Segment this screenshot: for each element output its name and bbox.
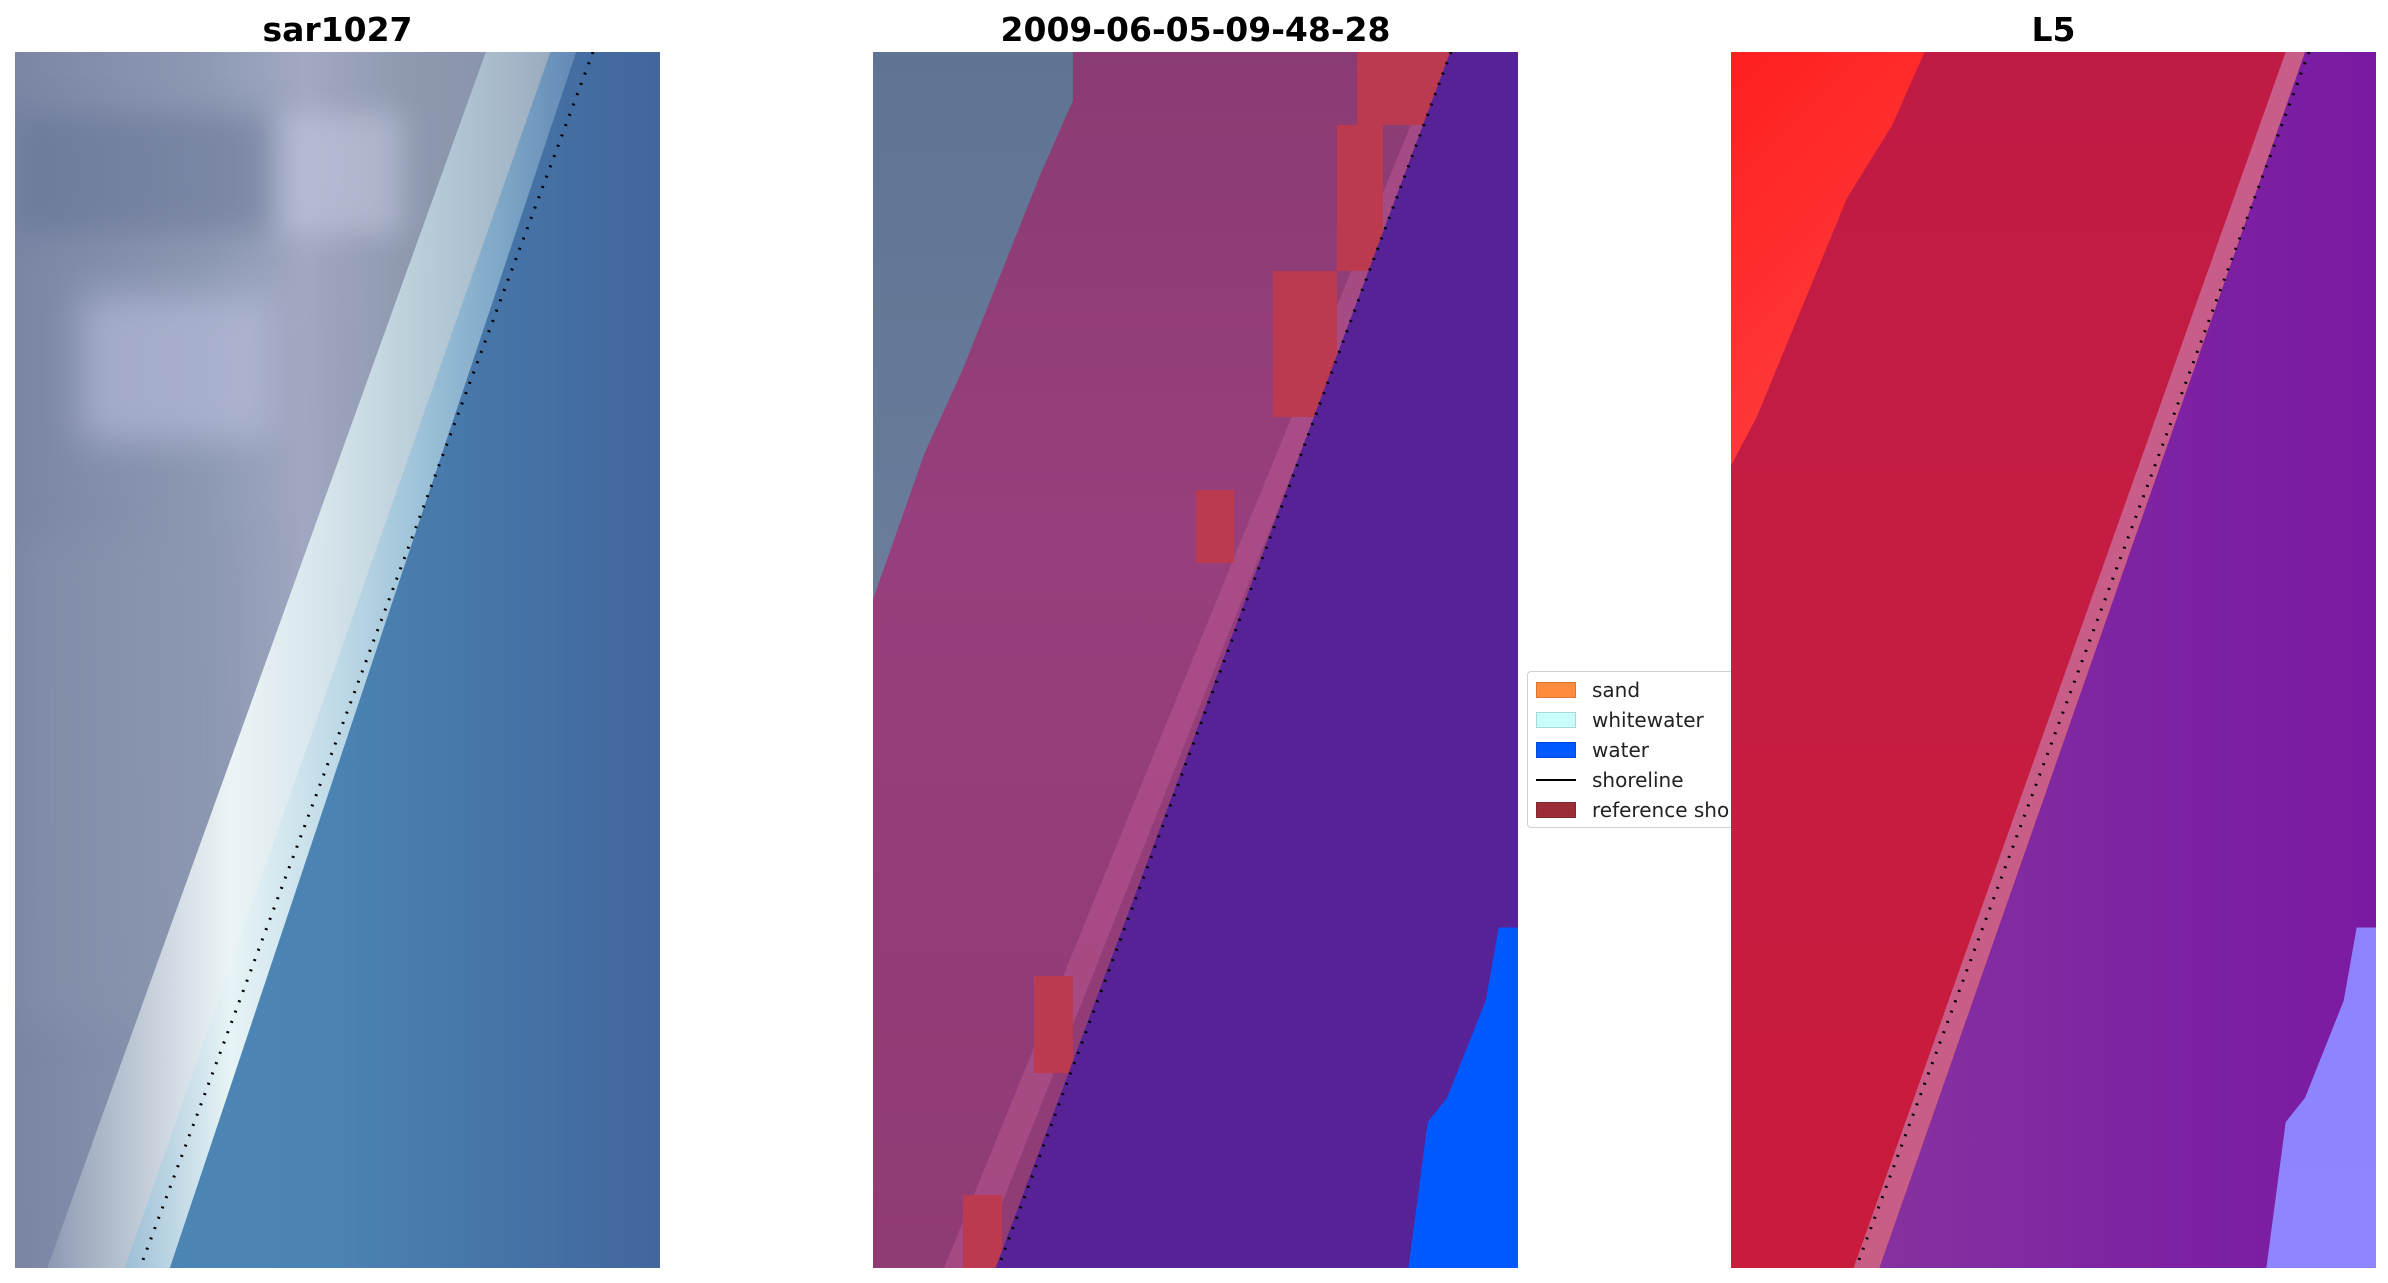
classification-panel xyxy=(873,52,1518,1268)
panel-title-classification: 2009-06-05-09-48-28 xyxy=(1000,10,1391,49)
reference-shoreline-patch xyxy=(963,1195,1002,1268)
legend-swatch-water xyxy=(1536,742,1576,758)
shoreline-line xyxy=(1854,52,2311,1268)
shoreline-line xyxy=(996,52,1453,1268)
legend-label: water xyxy=(1592,738,1649,762)
shoreline-overlay xyxy=(138,52,595,1268)
false-color-panel xyxy=(1731,52,2376,1268)
legend-item-shoreline: shoreline xyxy=(1536,766,1684,794)
legend-item-sand: sand xyxy=(1536,676,1640,704)
image-texture xyxy=(15,112,273,235)
image-texture xyxy=(273,112,402,235)
panel-title-false-color: L5 xyxy=(2031,10,2076,49)
legend-label: shoreline xyxy=(1592,768,1684,792)
legend-item-water: water xyxy=(1536,736,1649,764)
legend-label: sand xyxy=(1592,678,1641,702)
legend: sand whitewater water shoreline referenc… xyxy=(1527,671,1732,828)
legend-label: reference shoreline xyxy=(1592,798,1732,822)
reference-shoreline-patch xyxy=(1195,489,1235,563)
shoreline-line xyxy=(138,52,595,1268)
reference-shoreline-patch xyxy=(1337,124,1383,271)
legend-swatch-reference-shoreline xyxy=(1536,802,1576,818)
legend-label: whitewater xyxy=(1592,708,1704,732)
shoreline-overlay xyxy=(996,52,1453,1268)
legend-swatch-whitewater xyxy=(1536,712,1576,728)
legend-item-whitewater: whitewater xyxy=(1536,706,1704,734)
legend-line-shoreline xyxy=(1536,772,1576,788)
legend-item-reference-shoreline: reference shoreline xyxy=(1536,796,1732,824)
image-texture xyxy=(79,295,273,442)
panel-title-rgb: sar1027 xyxy=(262,10,413,49)
legend-swatch-sand xyxy=(1536,682,1576,698)
shoreline-overlay xyxy=(1854,52,2311,1268)
reference-shoreline-patch xyxy=(1034,976,1073,1074)
rgb-image-panel xyxy=(15,52,660,1268)
